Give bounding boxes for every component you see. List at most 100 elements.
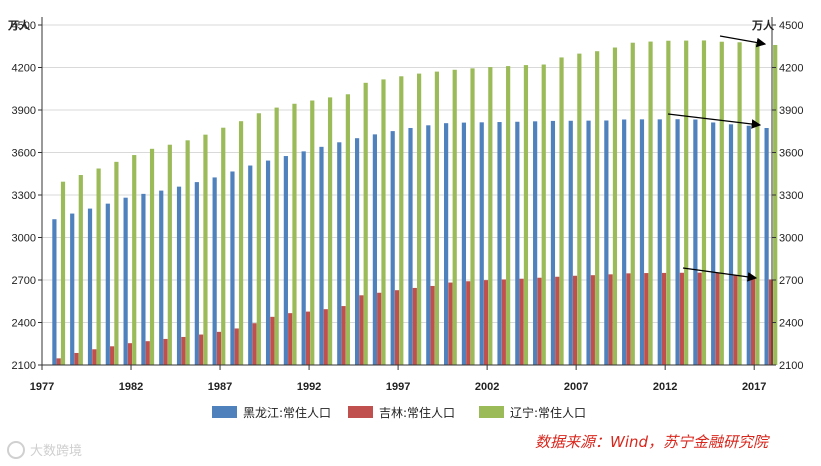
bar-s2-1998 bbox=[417, 73, 422, 365]
bar-s1-1992 bbox=[305, 311, 311, 365]
bar-s1-1999 bbox=[430, 285, 435, 365]
bar-s2-2003 bbox=[506, 66, 511, 365]
bar-s0-1982 bbox=[123, 197, 128, 365]
bar-s0-1980 bbox=[87, 208, 93, 365]
bar-s0-1997 bbox=[390, 131, 395, 365]
bar-s2-1996 bbox=[381, 79, 386, 366]
bar-s0-1978 bbox=[52, 219, 57, 365]
bar-s2-2018 bbox=[773, 44, 778, 365]
bar-s2-2013 bbox=[684, 40, 689, 365]
bar-s2-1983 bbox=[149, 148, 155, 365]
bar-s2-2008 bbox=[595, 51, 600, 365]
legend-label-jilin: 吉林:常住人口 bbox=[379, 406, 455, 420]
bar-s2-1987 bbox=[221, 127, 226, 365]
x-tick-label-2: 1987 bbox=[208, 381, 232, 393]
bar-s1-2005 bbox=[537, 277, 542, 365]
x-tick-label-0: 1977 bbox=[30, 381, 54, 393]
y-axis-left-ticks: 2100 2400 2700 3000 3300 3600 3900 4200 4500 bbox=[12, 20, 42, 372]
bar-s0-2005 bbox=[533, 121, 538, 365]
bar-s0-1979 bbox=[70, 213, 75, 365]
bar-s2-2015 bbox=[719, 41, 724, 365]
bar-s2-1990 bbox=[274, 107, 279, 365]
bar-s0-1992 bbox=[301, 151, 306, 365]
y-tick-label-right-3: 3000 bbox=[779, 233, 803, 245]
bar-s2-2005 bbox=[541, 64, 546, 366]
legend-label-heilongjiang: 黑龙江:常住人口 bbox=[243, 406, 331, 420]
bar-s2-2014 bbox=[701, 40, 707, 366]
bar-s2-2007 bbox=[577, 53, 582, 365]
bar-s0-1986 bbox=[194, 182, 199, 365]
jilin-trend-arrow bbox=[682, 267, 758, 282]
bar-s2-1992 bbox=[310, 100, 315, 365]
bar-s1-2001 bbox=[466, 281, 471, 365]
y-tick-label-right-6: 3900 bbox=[779, 105, 803, 117]
y-tick-label-left-3: 3000 bbox=[12, 233, 36, 245]
y-tick-label-left-2: 2700 bbox=[12, 275, 36, 287]
watermark-logo-icon bbox=[7, 441, 25, 459]
bar-s1-1996 bbox=[377, 292, 382, 365]
bar-s0-1984 bbox=[159, 190, 164, 365]
bar-s2-2001 bbox=[470, 68, 475, 365]
bar-s2-2009 bbox=[612, 47, 618, 366]
bar-s1-1991 bbox=[288, 313, 293, 365]
bar-s1-1990 bbox=[270, 316, 275, 365]
bar-s2-1979 bbox=[78, 175, 83, 365]
x-tick-label-1: 1982 bbox=[119, 381, 143, 393]
y-tick-label-right-2: 2700 bbox=[779, 275, 803, 287]
legend-swatch-heilongjiang bbox=[212, 406, 237, 418]
bar-s0-2014 bbox=[693, 119, 698, 365]
source-note: 数据来源：Wind，苏宁金融研究院 bbox=[535, 433, 770, 451]
bar-s1-2002 bbox=[483, 280, 489, 365]
bar-s1-2010 bbox=[626, 273, 631, 365]
bar-s2-1999 bbox=[434, 71, 440, 365]
y-tick-label-left-5: 3600 bbox=[12, 148, 36, 160]
bar-s1-1979 bbox=[74, 352, 79, 365]
y-axis-right-unit: 万人 bbox=[751, 18, 775, 32]
bar-s2-1994 bbox=[345, 94, 350, 366]
trend-arrows bbox=[667, 35, 767, 282]
y-tick-label-left-8: 4500 bbox=[12, 20, 36, 32]
bar-s2-1988 bbox=[238, 121, 244, 365]
y-axis-right-ticks: 2100 2400 2700 3000 3300 3600 3900 4200 4500 bbox=[772, 20, 803, 372]
bar-s0-2011 bbox=[639, 119, 645, 365]
bar-s1-1981 bbox=[110, 346, 115, 365]
bar-s0-2012 bbox=[657, 119, 662, 365]
bar-s2-2017 bbox=[755, 43, 760, 365]
bar-s2-1984 bbox=[167, 144, 172, 365]
bar-s1-2003 bbox=[501, 279, 506, 365]
bar-s2-2016 bbox=[737, 42, 742, 366]
bar-s2-1989 bbox=[256, 113, 261, 365]
bar-s0-2007 bbox=[568, 120, 573, 366]
bar-s0-1995 bbox=[354, 138, 360, 365]
bar-s2-1981 bbox=[114, 161, 119, 365]
bars-group bbox=[52, 40, 778, 366]
bar-s0-2017 bbox=[746, 125, 751, 365]
liaoning-trend-arrow bbox=[719, 35, 767, 48]
gridlines bbox=[42, 24, 772, 366]
bar-s1-2004 bbox=[519, 278, 524, 365]
y-tick-label-right-4: 3300 bbox=[779, 190, 803, 202]
y-tick-label-right-7: 4200 bbox=[779, 63, 803, 75]
bar-s1-2016 bbox=[733, 275, 738, 365]
bar-s1-1982 bbox=[127, 343, 133, 365]
bar-s0-2016 bbox=[728, 124, 734, 365]
legend-item-heilongjiang[interactable]: 黑龙江:常住人口 bbox=[212, 406, 331, 420]
y-tick-label-left-6: 3900 bbox=[12, 105, 36, 117]
bar-s1-1983 bbox=[145, 341, 150, 365]
bar-s1-2018 bbox=[768, 279, 773, 365]
bar-s2-2011 bbox=[648, 41, 653, 365]
y-tick-label-left-4: 3300 bbox=[12, 190, 36, 202]
bar-s0-2006 bbox=[550, 120, 556, 366]
bar-s0-2004 bbox=[515, 121, 520, 365]
bar-s1-2011 bbox=[644, 273, 649, 365]
y-tick-label-right-1: 2400 bbox=[779, 318, 803, 330]
bar-s0-2008 bbox=[586, 120, 591, 365]
bar-s0-1999 bbox=[426, 125, 431, 365]
bar-s1-2015 bbox=[715, 272, 720, 365]
bar-s2-1978 bbox=[60, 181, 66, 365]
legend-item-liaoning[interactable]: 辽宁:常住人口 bbox=[479, 405, 586, 420]
bar-s1-1994 bbox=[341, 306, 346, 365]
bar-s0-2013 bbox=[675, 119, 680, 365]
legend-item-jilin[interactable]: 吉林:常住人口 bbox=[348, 406, 455, 420]
bar-s2-1993 bbox=[327, 97, 333, 366]
